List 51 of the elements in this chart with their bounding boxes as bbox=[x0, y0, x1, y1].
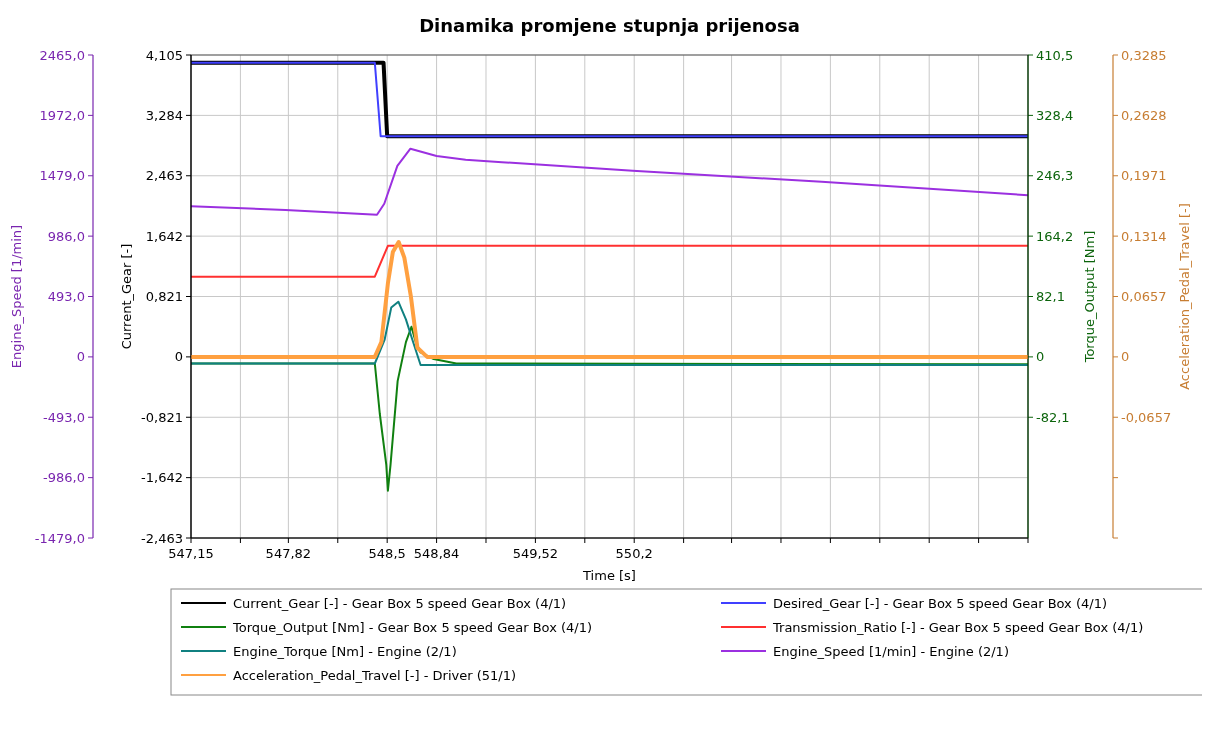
legend-label: Engine_Speed [1/min] - Engine (2/1) bbox=[773, 643, 1009, 659]
legend-label: Current_Gear [-] - Gear Box 5 speed Gear Box (4/1) bbox=[233, 595, 567, 611]
y2-tick-label: 2465,0 bbox=[39, 47, 85, 63]
y3-tick-label: 246,3 bbox=[1036, 168, 1074, 184]
y-tick-label: -0,0657 bbox=[1121, 409, 1172, 425]
y2-tick-label: 493,0 bbox=[47, 289, 85, 305]
y-tick-label: 1,642 bbox=[145, 228, 183, 244]
y-tick-label: 3,284 bbox=[145, 107, 183, 123]
y-axis-title: Acceleration_Pedal_Travel [-] bbox=[1177, 203, 1192, 390]
y3-tick-label: 410,5 bbox=[1036, 47, 1074, 63]
y2-tick-label: -986,0 bbox=[43, 470, 85, 486]
y2-tick-label: 1972,0 bbox=[39, 107, 85, 123]
y3-tick-label: -82,1 bbox=[1036, 409, 1070, 425]
y3-tick-label: 328,4 bbox=[1036, 107, 1074, 123]
y2-axis-title: Engine_Speed [1/min] bbox=[9, 224, 24, 369]
y2-tick-label: 986,0 bbox=[47, 228, 85, 244]
y-tick-label: 0,1314 bbox=[1121, 228, 1167, 244]
y-tick-label: 4,105 bbox=[145, 47, 183, 63]
legend-label: Torque_Output [Nm] - Gear Box 5 speed Gear Box (4/1) bbox=[232, 619, 593, 635]
x-tick-label: 549,52 bbox=[512, 546, 559, 561]
legend-label: Transmission_Ratio [-] - Gear Box 5 speed Gear Box (4/1) bbox=[772, 619, 1144, 635]
x-tick-label: 548,84 bbox=[413, 546, 460, 561]
y3-tick-label: 0 bbox=[1036, 349, 1045, 365]
y-tick-label: 0,821 bbox=[145, 289, 183, 305]
y3-tick-label: 82,1 bbox=[1036, 289, 1065, 305]
x-tick-label: 547,82 bbox=[265, 546, 312, 561]
chart-title: Dinamika promjene stupnja prijenosa bbox=[419, 15, 800, 36]
legend-label: Desired_Gear [-] - Gear Box 5 speed Gear Box (4/1) bbox=[773, 595, 1108, 611]
y2-tick-label: -1479,0 bbox=[34, 530, 85, 546]
y-tick-label: -0,821 bbox=[141, 409, 183, 425]
y2-tick-label: -493,0 bbox=[43, 409, 85, 425]
y-tick-label: -2,463 bbox=[141, 530, 183, 546]
x-axis-title: Time [s] bbox=[582, 568, 636, 583]
y-tick-label: 0,2628 bbox=[1121, 107, 1167, 123]
y2-tick-label: 0 bbox=[76, 349, 85, 365]
y3-tick-label: 164,2 bbox=[1036, 228, 1074, 244]
x-tick-label: 547,15 bbox=[168, 546, 214, 561]
y-tick-label: 0,1971 bbox=[1121, 168, 1167, 184]
x-tick-label: 548,5 bbox=[368, 546, 406, 561]
y3-axis-title: Torque_Output [Nm] bbox=[1082, 230, 1097, 364]
y2-tick-label: 1479,0 bbox=[39, 168, 85, 184]
x-tick-label: 550,2 bbox=[615, 546, 653, 561]
legend-label: Engine_Torque [Nm] - Engine (2/1) bbox=[233, 643, 457, 659]
y-tick-label: 0,3285 bbox=[1121, 47, 1167, 63]
y-tick-label: 2,463 bbox=[145, 168, 183, 184]
legend-label: Acceleration_Pedal_Travel [-] - Driver (51/1) bbox=[233, 667, 517, 683]
y-tick-label: 0 bbox=[174, 349, 183, 365]
y-axis-title: Current_Gear [-] bbox=[119, 243, 134, 350]
y-tick-label: 0 bbox=[1121, 349, 1130, 365]
y-tick-label: 0,0657 bbox=[1121, 289, 1167, 305]
y-tick-label: -1,642 bbox=[141, 470, 183, 486]
